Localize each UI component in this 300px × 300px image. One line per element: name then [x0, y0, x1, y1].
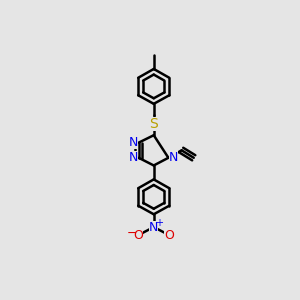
Text: N: N: [169, 151, 178, 164]
Text: N: N: [129, 136, 138, 149]
Text: N: N: [149, 220, 158, 234]
Text: N: N: [129, 151, 138, 164]
Text: −: −: [126, 227, 137, 240]
Text: O: O: [133, 229, 143, 242]
Text: S: S: [149, 117, 158, 130]
Text: +: +: [155, 218, 163, 228]
Text: O: O: [164, 229, 174, 242]
